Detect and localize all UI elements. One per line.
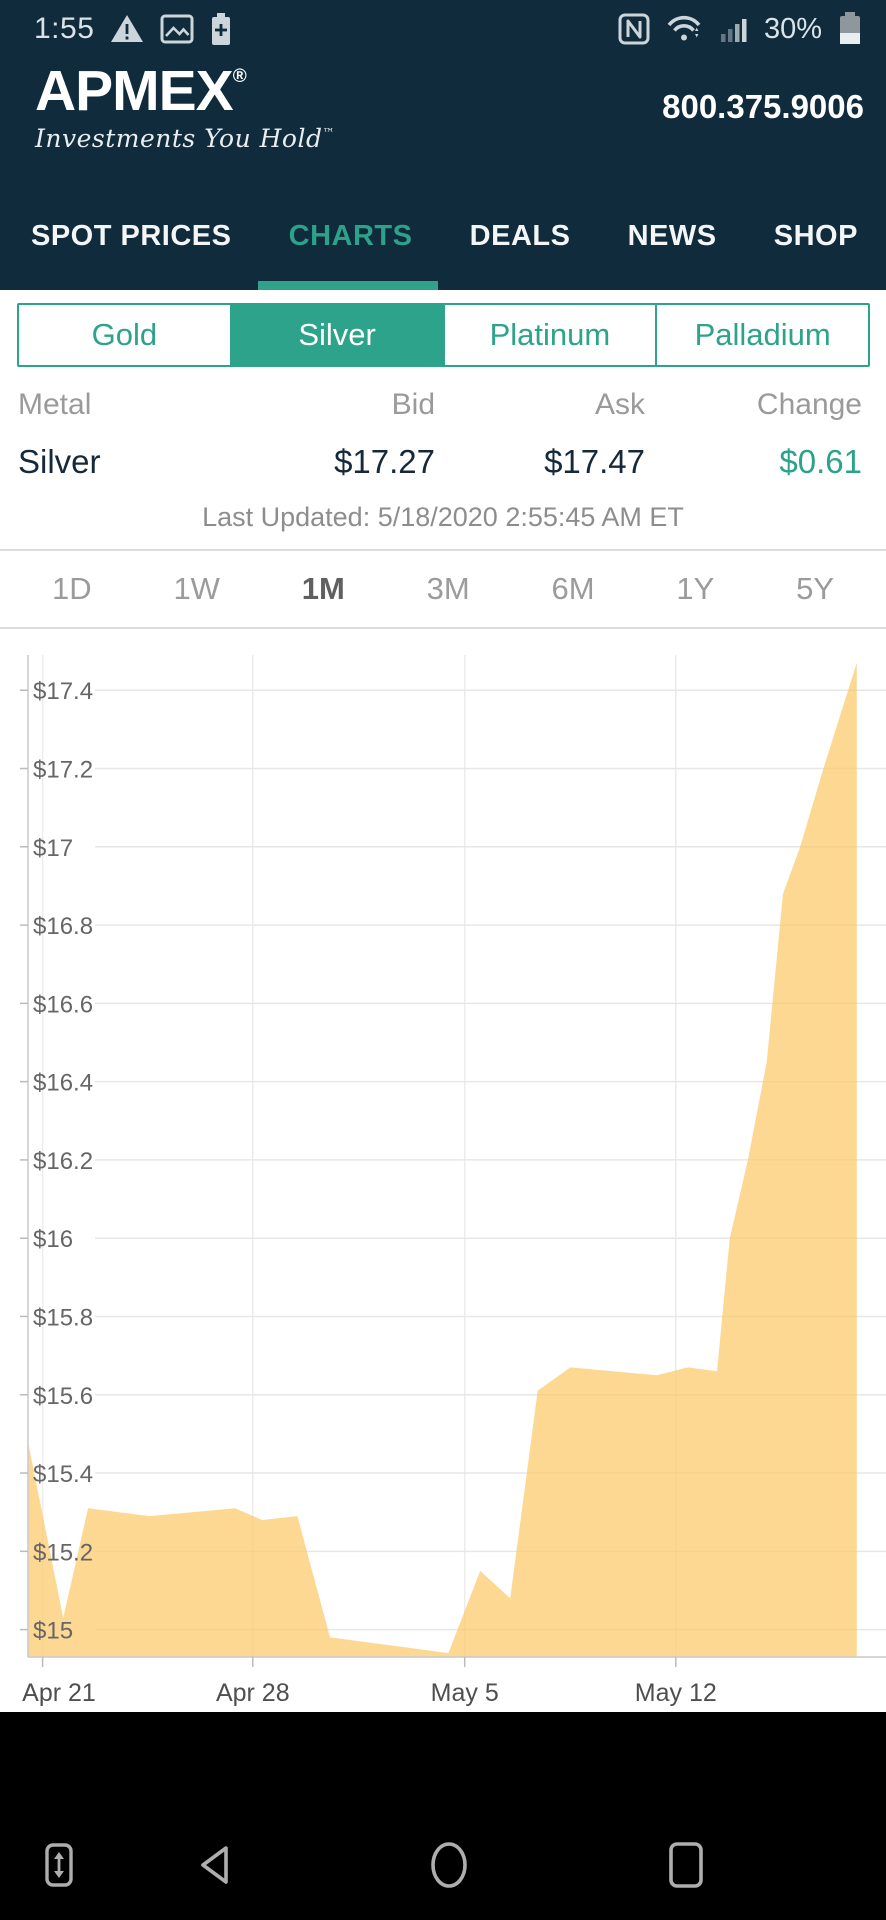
home-icon[interactable] [425,1841,473,1889]
battery-percent: 30% [763,12,822,45]
svg-text:May 5: May 5 [431,1679,499,1707]
divider [0,549,886,551]
metal-tabs: Gold Silver Platinum Palladium [17,303,870,367]
svg-text:$15.2: $15.2 [33,1539,93,1566]
range-1d[interactable]: 1D [46,567,98,611]
tab-palladium[interactable]: Palladium [655,305,868,365]
back-icon[interactable] [190,1841,238,1889]
warning-icon [111,15,144,42]
status-bar-right: 30% [618,12,862,46]
silver-price-chart[interactable]: $17.4 $17.2 $17 $16.8 $16.6 $16.4 $16.2 $16 $15.… [0,640,886,1712]
logo-tagline: Investments You Hold™ [35,124,335,153]
ask-price: $17.47 [544,443,645,480]
svg-text:$16.8: $16.8 [33,913,93,940]
svg-text:$17.2: $17.2 [33,757,93,784]
tab-silver[interactable]: Silver [229,305,443,365]
svg-text:Apr 21: Apr 21 [22,1679,96,1707]
svg-text:$16.6: $16.6 [33,991,93,1018]
nav-item-charts[interactable]: CHARTS [288,219,413,252]
status-bar-left: 1:55 [34,12,232,46]
range-1y[interactable]: 1Y [670,567,720,611]
logo-wordmark: APMEX® [35,59,247,123]
main-nav: SPOT PRICES CHARTS DEALS NEWS SHOP [0,162,886,290]
svg-text:$16: $16 [33,1226,73,1253]
col-header-change: Change [756,388,862,421]
metal-name: Silver [18,443,101,480]
divider [0,627,886,629]
nav-item-shop[interactable]: SHOP [773,219,858,252]
svg-text:$15.6: $15.6 [33,1383,93,1410]
col-header-bid: Bid [391,388,435,421]
range-3m[interactable]: 3M [421,567,476,611]
android-nav-bar [0,1712,886,1920]
svg-text:$15.8: $15.8 [33,1304,93,1331]
col-header-metal: Metal [18,388,92,421]
range-tabs: 1D 1W 1M 3M 6M 1Y 5Y [0,551,886,627]
app-header: APMEX® Investments You Hold™ 800.375.900… [0,52,886,162]
nav-item-news[interactable]: NEWS [627,219,717,252]
phone-number[interactable]: 800.375.9006 [662,88,864,125]
svg-text:May 12: May 12 [635,1679,717,1707]
price-table: Metal Bid Ask Change Silver $17.27 $17.4… [18,377,862,491]
active-tab-underline [258,281,438,290]
battery-icon [840,12,860,44]
last-updated-text: Last Updated: 5/18/2020 2:55:45 AM ET [202,502,684,532]
battery-saver-icon [212,13,231,45]
registered-mark: ® [232,66,247,87]
wifi-icon [667,15,701,41]
svg-text:$16.4: $16.4 [33,1070,93,1097]
trademark-mark: ™ [322,126,335,140]
nav-item-deals[interactable]: DEALS [469,219,571,252]
table-row: Silver $17.27 $17.47 $0.61 [18,433,862,491]
status-bar: 1:55 [0,0,886,52]
svg-text:$15.4: $15.4 [33,1461,93,1488]
signal-strength-icon [720,19,747,42]
area-chart-canvas: $17.4 $17.2 $17 $16.8 $16.6 $16.4 $16.2 $16 $15.… [20,655,886,1707]
svg-text:Apr 28: Apr 28 [216,1679,290,1707]
image-icon [160,14,194,44]
svg-text:$16.2: $16.2 [33,1148,93,1175]
range-1m[interactable]: 1M [296,567,351,611]
hide-nav-icon[interactable] [35,1841,83,1889]
recents-icon[interactable] [662,1841,710,1889]
range-5y[interactable]: 5Y [790,567,840,611]
nfc-icon [618,13,650,45]
svg-text:$15: $15 [33,1618,73,1645]
svg-text:$17: $17 [33,835,73,862]
tab-gold[interactable]: Gold [19,305,230,365]
svg-text:$17.4: $17.4 [33,678,93,705]
bid-price: $17.27 [334,443,435,480]
price-change: $0.61 [779,443,862,480]
apmex-logo[interactable]: APMEX® Investments You Hold™ [35,59,335,153]
range-1w[interactable]: 1W [167,567,226,611]
col-header-ask: Ask [594,388,645,421]
nav-item-spot-prices[interactable]: SPOT PRICES [31,219,232,252]
clock: 1:55 [34,12,95,45]
tab-platinum[interactable]: Platinum [442,305,656,365]
app-top-bar: 1:55 [0,0,886,290]
range-6m[interactable]: 6M [545,567,600,611]
price-table-header: Metal Bid Ask Change [18,377,862,433]
